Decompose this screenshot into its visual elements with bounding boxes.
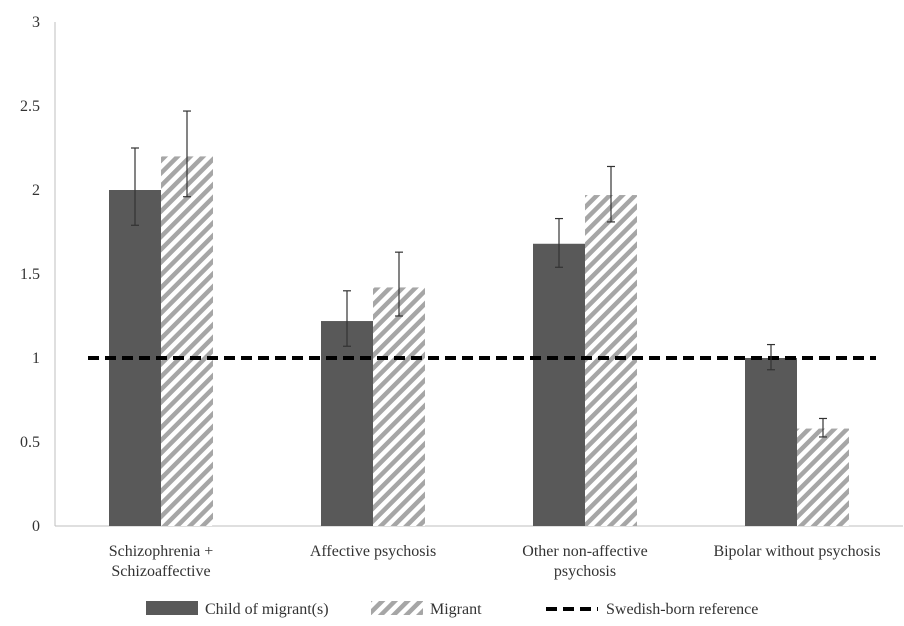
legend-label-series1: Child of migrant(s) (205, 601, 329, 618)
legend-label-reference: Swedish-born reference (606, 601, 758, 618)
category-label-2: Affective psychosis (310, 543, 436, 560)
category-label-line: psychosis (554, 563, 616, 580)
bar-series1-cat3 (533, 243, 585, 526)
y-tick-label-0: 0 (32, 518, 40, 535)
category-label-line: Schizophrenia + (109, 543, 214, 560)
bar-series1-cat4 (745, 358, 797, 526)
y-tick-label-5: 2.5 (20, 98, 40, 115)
y-tick-label-4: 2 (32, 182, 40, 199)
legend-swatch-series2 (371, 601, 423, 615)
category-label-1: Schizophrenia + Schizoaffective (109, 543, 214, 580)
y-tick-label-3: 1.5 (20, 266, 40, 283)
category-label-line: Schizoaffective (111, 563, 210, 580)
bar-series2-cat3 (585, 195, 637, 527)
category-label-3: Other non-affective psychosis (522, 543, 647, 580)
legend-swatch-series1 (146, 601, 198, 615)
bar-series2-cat2 (373, 287, 425, 526)
category-label-line: Affective psychosis (310, 543, 436, 560)
bar-series1-cat1 (109, 190, 161, 526)
category-label-line: Other non-affective (522, 543, 647, 560)
y-tick-label-2: 1 (32, 350, 40, 367)
bar-series2-cat4 (797, 428, 849, 526)
y-tick-label-1: 0.5 (20, 434, 40, 451)
category-label-4: Bipolar without psychosis (713, 543, 880, 560)
y-tick-label-6: 3 (32, 14, 40, 31)
bar-series1-cat2 (321, 321, 373, 526)
legend-label-series2: Migrant (430, 601, 482, 618)
category-label-line: Bipolar without psychosis (713, 543, 880, 560)
bar-series2-cat1 (161, 156, 213, 526)
